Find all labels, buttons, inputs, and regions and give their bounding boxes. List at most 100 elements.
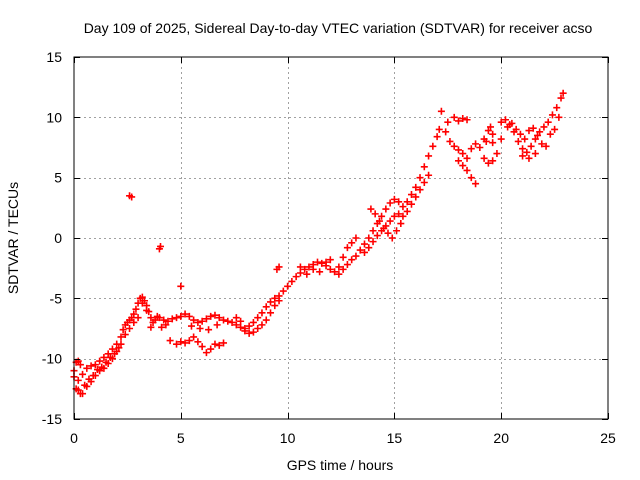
data-point <box>531 135 539 143</box>
data-point <box>96 367 104 375</box>
data-point <box>335 263 343 271</box>
data-point <box>403 198 411 206</box>
data-point <box>166 337 174 345</box>
data-point <box>551 125 559 133</box>
data-point <box>232 314 240 322</box>
data-point <box>305 263 313 271</box>
x-tick-label: 20 <box>493 430 509 446</box>
data-point <box>437 107 445 115</box>
data-point <box>504 123 512 131</box>
x-tick-label: 10 <box>280 430 296 446</box>
data-point <box>412 193 420 201</box>
data-point <box>416 186 424 194</box>
data-point <box>360 248 368 256</box>
data-point <box>173 340 181 348</box>
data-point <box>301 265 309 273</box>
data-point <box>303 270 311 278</box>
data-point <box>390 195 398 203</box>
data-point <box>446 137 454 145</box>
data-point <box>525 127 533 135</box>
data-point <box>74 386 82 394</box>
data-point <box>523 148 531 156</box>
data-point <box>548 111 556 119</box>
data-point <box>279 287 287 295</box>
y-tick-labels: -15 -10 -5 0 5 10 15 <box>42 49 62 427</box>
data-point <box>115 344 123 352</box>
data-point <box>121 331 129 339</box>
data-point <box>177 312 185 320</box>
grid-lines <box>74 57 608 419</box>
data-point <box>262 316 270 324</box>
data-point <box>314 258 322 266</box>
data-point <box>76 361 84 369</box>
data-point <box>393 227 401 235</box>
data-point <box>79 390 87 398</box>
data-point <box>559 89 567 97</box>
data-point <box>275 297 283 305</box>
data-point <box>335 270 343 278</box>
data-point <box>147 323 155 331</box>
data-point <box>155 314 163 322</box>
y-axis-label: SDTVAR / TECUs <box>5 182 21 294</box>
data-point <box>497 135 505 143</box>
data-point <box>412 183 420 191</box>
data-point <box>104 350 112 358</box>
data-point <box>181 310 189 318</box>
data-point <box>262 303 270 311</box>
data-point <box>91 361 99 369</box>
data-point <box>147 314 155 322</box>
data-point <box>198 343 206 351</box>
y-tick-label: 10 <box>46 109 62 125</box>
data-point <box>516 130 524 138</box>
data-point <box>463 154 471 162</box>
data-point <box>237 323 245 331</box>
x-tick-label: 25 <box>600 430 616 446</box>
data-point <box>540 123 548 131</box>
x-tick-labels: 0 5 10 15 20 25 <box>70 430 616 446</box>
data-point <box>373 232 381 240</box>
data-point <box>211 311 219 319</box>
data-point <box>100 364 108 372</box>
data-point <box>117 333 125 341</box>
data-point <box>546 130 554 138</box>
data-point <box>249 318 257 326</box>
data-point <box>480 154 488 162</box>
data-point <box>185 337 193 345</box>
data-point <box>433 133 441 141</box>
data-point <box>365 244 373 252</box>
data-point <box>348 256 356 264</box>
data-point <box>489 139 497 147</box>
data-point <box>459 150 467 158</box>
data-point <box>348 239 356 247</box>
data-point <box>442 128 450 136</box>
data-point <box>288 277 296 285</box>
data-point <box>352 252 360 260</box>
data-point <box>339 253 347 261</box>
data-point <box>365 234 373 242</box>
data-point <box>190 333 198 341</box>
data-point <box>187 322 195 330</box>
data-point <box>425 152 433 160</box>
data-point <box>407 200 415 208</box>
data-point <box>138 293 146 301</box>
data-point <box>271 302 279 310</box>
data-point <box>390 212 398 220</box>
data-point <box>108 355 116 363</box>
data-point <box>83 364 91 372</box>
data-point <box>450 113 458 121</box>
y-tick-label: -15 <box>42 411 62 427</box>
data-point <box>190 316 198 324</box>
data-point <box>534 131 542 139</box>
data-point <box>254 314 262 322</box>
x-tick-label: 15 <box>387 430 403 446</box>
data-point <box>529 124 537 132</box>
data-points <box>70 89 567 398</box>
data-point <box>343 261 351 269</box>
data-point <box>512 125 520 133</box>
data-point <box>198 317 206 325</box>
data-point <box>476 144 484 151</box>
data-point <box>207 312 215 320</box>
data-point <box>482 137 490 145</box>
data-point <box>553 104 561 112</box>
data-point <box>130 318 138 326</box>
